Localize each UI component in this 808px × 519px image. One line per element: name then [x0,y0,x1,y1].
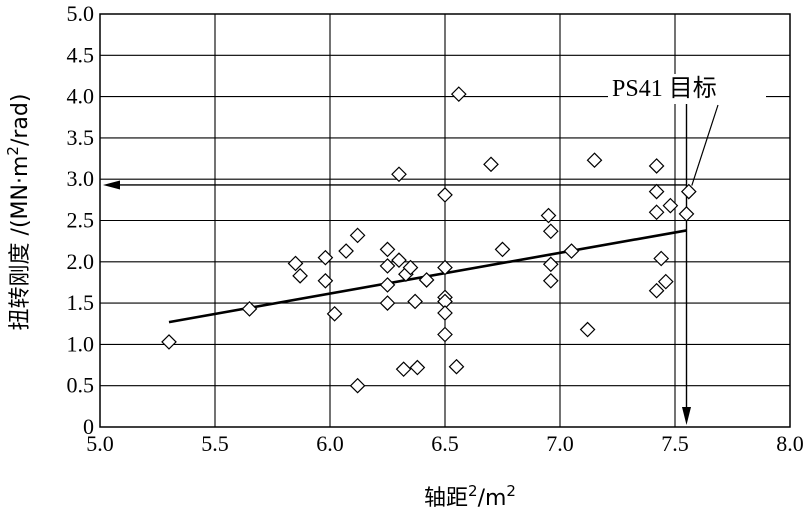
data-point [678,206,695,222]
data-point [379,241,396,258]
arrowhead-left [103,180,120,190]
data-point [483,156,499,173]
data-point [437,326,453,343]
data-points [161,86,697,394]
target-label-background [608,74,766,104]
y-tick-label: 0.5 [67,373,95,398]
data-point [437,305,453,321]
data-point [653,250,670,267]
data-point [586,152,603,169]
y-axis-label: 扭转刚度 /(MN·m2/rad) [4,94,33,331]
data-point [317,272,334,289]
data-point [542,272,559,289]
data-point [379,295,396,311]
data-point [317,249,334,266]
data-point [657,273,674,290]
target-leader-line [691,104,719,186]
y-tick-label: 5.0 [67,1,95,26]
data-point [563,243,580,259]
x-tick-label: 5.5 [201,431,229,456]
tick-labels: 5.0 5.5 6.0 6.5 7.0 7.5 8.0 0 0.5 1.0 1.5 2.0 2.5 3.0… [67,1,804,456]
data-point [542,256,559,273]
y-tick-label: 4.0 [67,84,95,109]
data-point [648,282,665,299]
data-point [379,258,396,274]
data-point [542,223,559,240]
target-annotation: PS41 目标 [608,74,766,186]
data-point [680,183,697,200]
data-point [437,187,453,203]
x-tick-label: 5.0 [86,431,114,456]
data-point [648,204,665,221]
y-tick-label: 2.0 [67,249,95,274]
data-point [450,86,467,102]
x-tick-label: 7.0 [546,431,574,456]
data-point [349,227,366,244]
data-point [579,321,596,338]
plot-frame [99,13,791,428]
target-label: PS41 目标 [612,75,717,102]
data-point [540,207,557,224]
data-point [391,252,407,268]
data-point [418,272,435,288]
data-point [379,277,396,293]
data-point [648,158,665,174]
x-tick-label: 8.0 [776,431,804,456]
y-tick-label: 1.5 [67,290,95,315]
data-point [349,377,366,394]
data-point [437,259,453,276]
y-tick-label: 3.5 [67,125,95,150]
y-tick-label: 1.0 [67,331,95,356]
data-point [407,293,423,310]
data-point [292,267,308,284]
x-tick-label: 6.5 [431,431,459,456]
data-point [161,334,177,350]
data-point [395,361,412,378]
y-tick-label: 0 [83,414,94,439]
data-point [241,301,258,317]
arrowhead-down [682,407,691,425]
y-tick-label: 4.5 [67,42,95,67]
data-point [287,255,304,272]
data-point [391,166,407,183]
data-point [494,241,511,258]
y-tick-label: 3.0 [67,166,95,191]
data-point [338,243,354,259]
data-point [402,259,419,276]
x-tick-label: 7.5 [661,431,689,456]
data-point [409,359,426,376]
data-point [648,183,665,200]
data-point [448,358,465,375]
data-point [662,197,679,214]
x-axis-label: 轴距2/m2 [424,482,516,511]
y-tick-label: 2.5 [67,208,95,233]
reference-lines [103,81,691,425]
x-tick-label: 6.0 [316,431,344,456]
data-point [326,305,343,322]
